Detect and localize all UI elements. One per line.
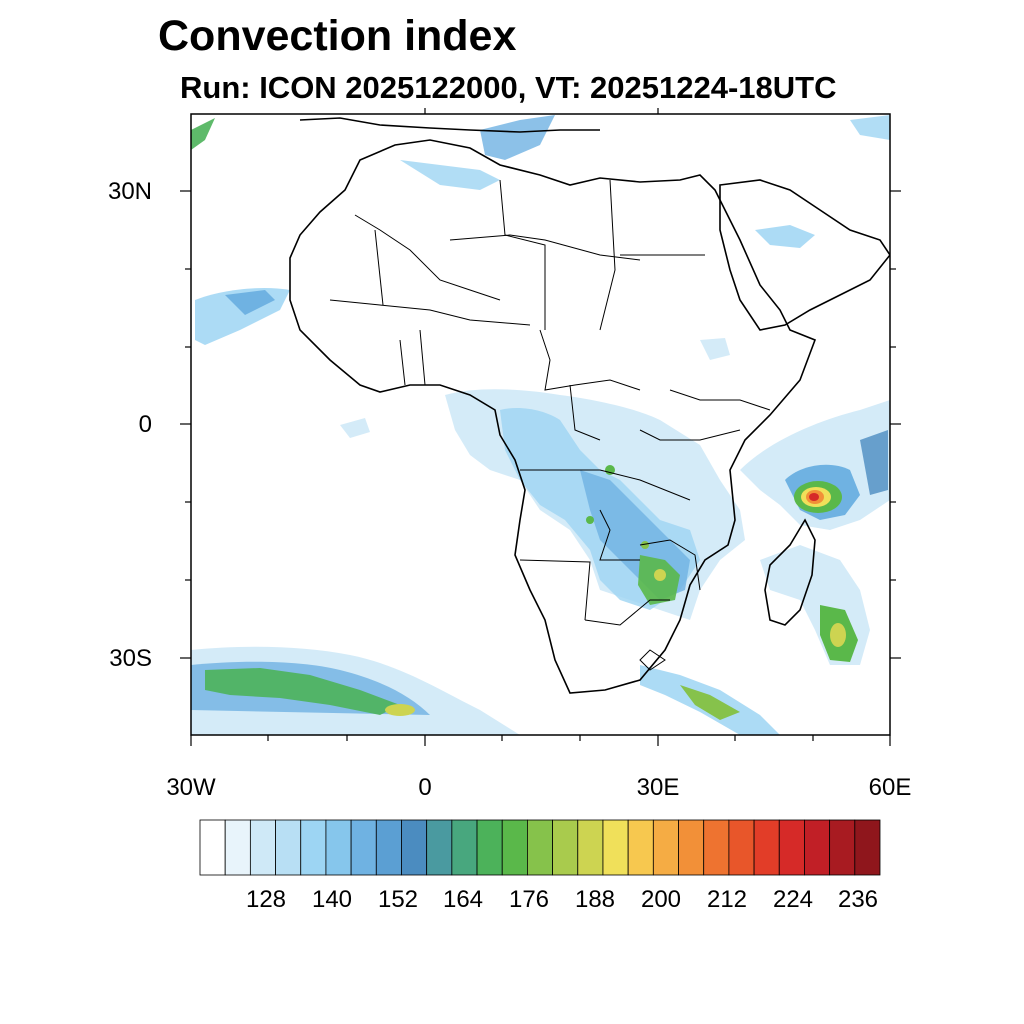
plot-title: Convection index bbox=[158, 12, 517, 60]
border-5 bbox=[599, 179, 616, 331]
colorbar-label: 212 bbox=[706, 886, 748, 913]
colorbar-label: 152 bbox=[377, 886, 419, 913]
lon-label-30e: 30E bbox=[636, 774, 680, 801]
border-4 bbox=[499, 179, 546, 330]
colorbar-swatch bbox=[728, 819, 755, 876]
lon-label-30w: 30W bbox=[166, 774, 216, 801]
colorbar-swatch bbox=[804, 819, 831, 876]
convection-spot-4 bbox=[641, 541, 649, 549]
colorbar-label: 188 bbox=[574, 886, 616, 913]
colorbar-swatch bbox=[703, 819, 730, 876]
border-15 bbox=[639, 649, 666, 671]
lat-label-30s: 30S bbox=[109, 645, 152, 672]
lon-label-60e: 60E bbox=[868, 774, 912, 801]
lat-label-30n: 30N bbox=[107, 178, 152, 205]
border-7 bbox=[329, 299, 531, 326]
colorbar-swatch bbox=[829, 819, 856, 876]
colorbar-label: 164 bbox=[442, 886, 484, 913]
convection-north-africa bbox=[400, 160, 500, 190]
convection-se-africa-core bbox=[680, 685, 740, 720]
colorbar-swatch bbox=[325, 819, 352, 876]
border-11 bbox=[599, 509, 640, 561]
colorbar-swatch bbox=[350, 819, 377, 876]
colorbar-swatch bbox=[854, 819, 881, 876]
convection-gulf-guinea bbox=[340, 418, 370, 438]
lat-label-0: 0 bbox=[138, 411, 152, 438]
madagascar-coastline bbox=[764, 518, 816, 626]
colorbar-label: 128 bbox=[245, 886, 287, 913]
convection-madagascar-yellow bbox=[830, 623, 846, 647]
convection-arabia bbox=[755, 225, 815, 248]
convection-atlantic-core bbox=[225, 290, 275, 315]
cyclone-core bbox=[809, 493, 819, 501]
border-2 bbox=[374, 229, 384, 306]
colorbar-swatch bbox=[375, 819, 402, 876]
convection-gulf-ne bbox=[850, 115, 890, 140]
colorbar-swatch bbox=[401, 819, 428, 876]
colorbar-swatch bbox=[778, 819, 805, 876]
colorbar-label: 140 bbox=[311, 886, 353, 913]
colorbar bbox=[199, 819, 881, 876]
convection-south-atlantic-core bbox=[205, 668, 400, 715]
border-17 bbox=[569, 384, 601, 441]
colorbar-label: 224 bbox=[772, 886, 814, 913]
colorbar-swatch bbox=[577, 819, 604, 876]
colorbar-swatch bbox=[678, 819, 705, 876]
colorbar-swatch bbox=[552, 819, 579, 876]
border-8 bbox=[539, 329, 641, 391]
border-10 bbox=[520, 469, 691, 501]
border-14 bbox=[639, 539, 701, 591]
convection-ethiopia bbox=[700, 338, 730, 360]
colorbar-swatch bbox=[627, 819, 654, 876]
border-16 bbox=[639, 429, 741, 441]
border-12 bbox=[519, 559, 591, 621]
border-9 bbox=[669, 389, 771, 411]
coastlines bbox=[289, 117, 890, 694]
colorbar-swatch bbox=[527, 819, 553, 876]
convection-field bbox=[191, 115, 890, 735]
border-3 bbox=[449, 234, 641, 261]
plot-subtitle: Run: ICON 2025122000, VT: 20251224-18UTC bbox=[180, 70, 837, 105]
colorbar-swatch bbox=[199, 819, 226, 876]
mediterranean-coastline bbox=[299, 117, 600, 133]
border-13 bbox=[584, 599, 670, 626]
africa-coastline bbox=[289, 139, 817, 694]
colorbar-swatch bbox=[753, 819, 780, 876]
colorbar-swatch bbox=[249, 819, 276, 876]
border-18 bbox=[419, 329, 426, 386]
axis-ticks bbox=[180, 108, 901, 746]
colorbar-swatch bbox=[501, 819, 528, 876]
convection-spot-3 bbox=[586, 516, 594, 524]
colorbar-swatch bbox=[224, 819, 251, 876]
colorbar-swatch bbox=[602, 819, 629, 876]
colorbar-swatch bbox=[451, 819, 478, 876]
cyclone-rainband-east bbox=[860, 430, 888, 495]
convection-mediterranean bbox=[480, 115, 555, 160]
border-1 bbox=[354, 214, 501, 301]
convection-nw-corner bbox=[191, 118, 215, 150]
colorbar-swatch bbox=[275, 819, 302, 876]
colorbar-label: 176 bbox=[508, 886, 550, 913]
convection-south-atlantic-yellow bbox=[385, 704, 415, 716]
colorbar-swatch bbox=[476, 819, 503, 876]
convection-spot-1 bbox=[654, 569, 666, 581]
colorbar-swatch bbox=[300, 819, 327, 876]
convection-spot-2 bbox=[605, 465, 615, 475]
country-borders bbox=[329, 179, 771, 671]
colorbar-label: 200 bbox=[640, 886, 682, 913]
arabia-coastline bbox=[719, 179, 890, 331]
colorbar-swatch bbox=[652, 819, 679, 876]
border-19 bbox=[399, 339, 406, 386]
colorbar-label: 236 bbox=[837, 886, 879, 913]
lon-label-0: 0 bbox=[418, 774, 432, 801]
colorbar-swatch bbox=[426, 819, 453, 876]
